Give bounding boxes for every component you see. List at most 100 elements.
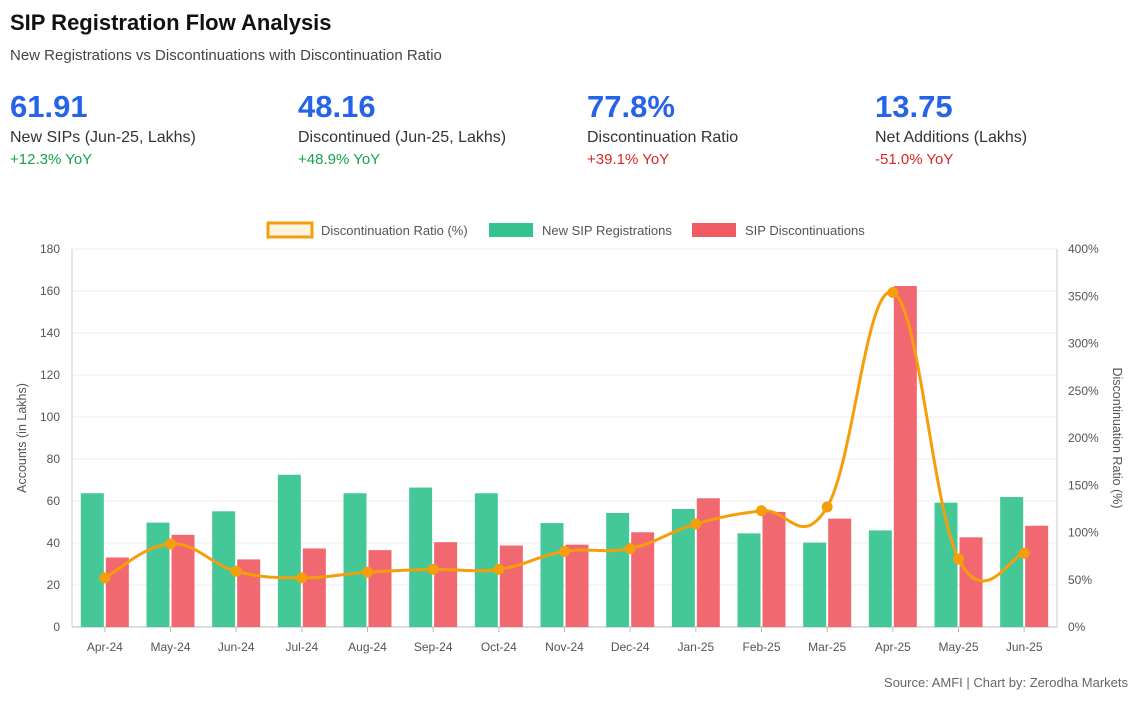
bar-new-sip <box>868 530 892 627</box>
ratio-point <box>756 505 767 517</box>
y-tick-label: 80 <box>47 452 61 466</box>
kpi-label: Discontinuation Ratio <box>587 129 739 146</box>
bar-new-sip <box>212 511 236 627</box>
bar-discontinued <box>893 285 917 627</box>
legend-swatch-discontinued <box>692 223 736 237</box>
y2-tick-label: 100% <box>1068 526 1099 540</box>
bar-discontinued <box>828 518 852 627</box>
bar-new-sip <box>277 474 301 627</box>
bar-discontinued <box>631 532 655 627</box>
y2-axis-title: Discontinuation Ratio (%) <box>1110 367 1124 508</box>
y2-tick-label: 150% <box>1068 478 1099 492</box>
y2-tick-label: 300% <box>1068 337 1099 351</box>
x-tick-label: Dec-24 <box>611 640 650 654</box>
bar-discontinued <box>1025 525 1049 627</box>
source-note: Source: AMFI | Chart by: Zerodha Markets <box>884 675 1128 690</box>
kpi-new-sips: 61.91 New SIPs (Jun-25, Lakhs) +12.3% Yo… <box>10 88 270 168</box>
bar-discontinued <box>434 542 458 627</box>
ratio-point <box>296 572 308 584</box>
bar-new-sip <box>474 493 498 627</box>
legend-label: Discontinuation Ratio (%) <box>321 223 468 238</box>
bar-discontinued <box>368 550 392 627</box>
y-tick-label: 120 <box>40 368 60 382</box>
bar-discontinued <box>499 545 523 627</box>
x-tick-label: Nov-24 <box>545 640 584 654</box>
x-tick-label: Aug-24 <box>348 640 387 654</box>
kpi-discontinued: 48.16 Discontinued (Jun-25, Lakhs) +48.9… <box>298 88 558 168</box>
x-tick-label: Sep-24 <box>414 640 453 654</box>
ratio-point <box>493 563 505 575</box>
kpi-change: +39.1% YoY <box>587 151 670 168</box>
kpi-label: Discontinued (Jun-25, Lakhs) <box>298 129 507 146</box>
ratio-point <box>559 545 570 557</box>
x-tick-label: Jun-25 <box>1006 640 1043 654</box>
x-tick-label: Apr-25 <box>875 640 911 654</box>
kpi-value: 48.16 <box>298 89 376 124</box>
legend-swatch-ratio <box>266 221 314 239</box>
x-tick-label: Oct-24 <box>481 640 517 654</box>
kpi-label: New SIPs (Jun-25, Lakhs) <box>10 129 196 146</box>
page-title: SIP Registration Flow Analysis <box>10 10 332 35</box>
bar-discontinued <box>565 544 589 627</box>
legend-label: New SIP Registrations <box>542 223 672 238</box>
ratio-point <box>99 572 111 584</box>
x-tick-label: Jan-25 <box>677 640 714 654</box>
x-tick-label: May-24 <box>150 640 190 654</box>
ratio-point <box>362 566 373 578</box>
y2-tick-label: 250% <box>1068 384 1099 398</box>
y-tick-label: 40 <box>47 536 61 550</box>
bar-discontinued <box>762 511 786 627</box>
y-tick-label: 180 <box>40 242 60 256</box>
bar-new-sip <box>934 502 958 627</box>
bar-new-sip <box>409 487 433 627</box>
bar-discontinued <box>171 534 195 627</box>
bar-new-sip <box>606 512 630 627</box>
bar-new-sip <box>540 523 564 627</box>
y2-tick-label: 0% <box>1068 620 1086 634</box>
bar-new-sip <box>80 493 104 627</box>
bar-new-sip <box>671 508 695 627</box>
x-tick-label: Jun-24 <box>218 640 255 654</box>
ratio-point <box>821 501 833 513</box>
sip-flow-chart: 0 20 40 60 80 100 120 140 160 180 0% 50% 100% 150% 200… <box>15 221 1124 654</box>
y-tick-label: 0 <box>53 620 60 634</box>
kpi-value: 13.75 <box>875 89 953 124</box>
ratio-point <box>953 553 964 565</box>
bar-new-sip <box>343 493 367 627</box>
bar-new-sip <box>803 542 827 627</box>
kpi-label: Net Additions (Lakhs) <box>875 129 1028 146</box>
ratio-point <box>690 518 702 530</box>
kpi-value: 77.8% <box>587 89 675 124</box>
y-tick-label: 60 <box>47 494 61 508</box>
bar-new-sip <box>737 533 761 627</box>
bar-new-sip <box>146 522 170 627</box>
kpi-net-additions: 13.75 Net Additions (Lakhs) -51.0% YoY <box>875 88 1135 168</box>
ratio-point <box>165 538 176 550</box>
x-tick-label: Feb-25 <box>742 640 780 654</box>
ratio-point <box>624 543 636 555</box>
bar-discontinued <box>959 537 983 627</box>
x-tick-label: Apr-24 <box>87 640 123 654</box>
ratio-point <box>230 565 242 577</box>
x-tick-label: Mar-25 <box>808 640 846 654</box>
ratio-point <box>1018 547 1030 559</box>
y-tick-label: 100 <box>40 410 60 424</box>
y-tick-label: 20 <box>47 578 61 592</box>
kpi-value: 61.91 <box>10 89 88 124</box>
kpi-change: +12.3% YoY <box>10 151 93 168</box>
bar-discontinued <box>302 548 326 627</box>
kpi-discontinuation-ratio: 77.8% Discontinuation Ratio +39.1% YoY <box>587 88 847 168</box>
kpi-change: +48.9% YoY <box>298 151 381 168</box>
y-tick-label: 140 <box>40 326 60 340</box>
y-axis-title: Accounts (in Lakhs) <box>15 383 29 493</box>
y2-tick-label: 200% <box>1068 431 1099 445</box>
y2-tick-label: 400% <box>1068 242 1099 256</box>
y2-tick-label: 350% <box>1068 289 1099 303</box>
x-tick-label: Jul-24 <box>285 640 318 654</box>
legend-swatch-new-sip <box>489 223 533 237</box>
ratio-point <box>427 563 439 575</box>
ratio-point <box>887 286 899 298</box>
kpi-change: -51.0% YoY <box>875 151 954 168</box>
y2-tick-label: 50% <box>1068 573 1092 587</box>
y-tick-label: 160 <box>40 284 60 298</box>
